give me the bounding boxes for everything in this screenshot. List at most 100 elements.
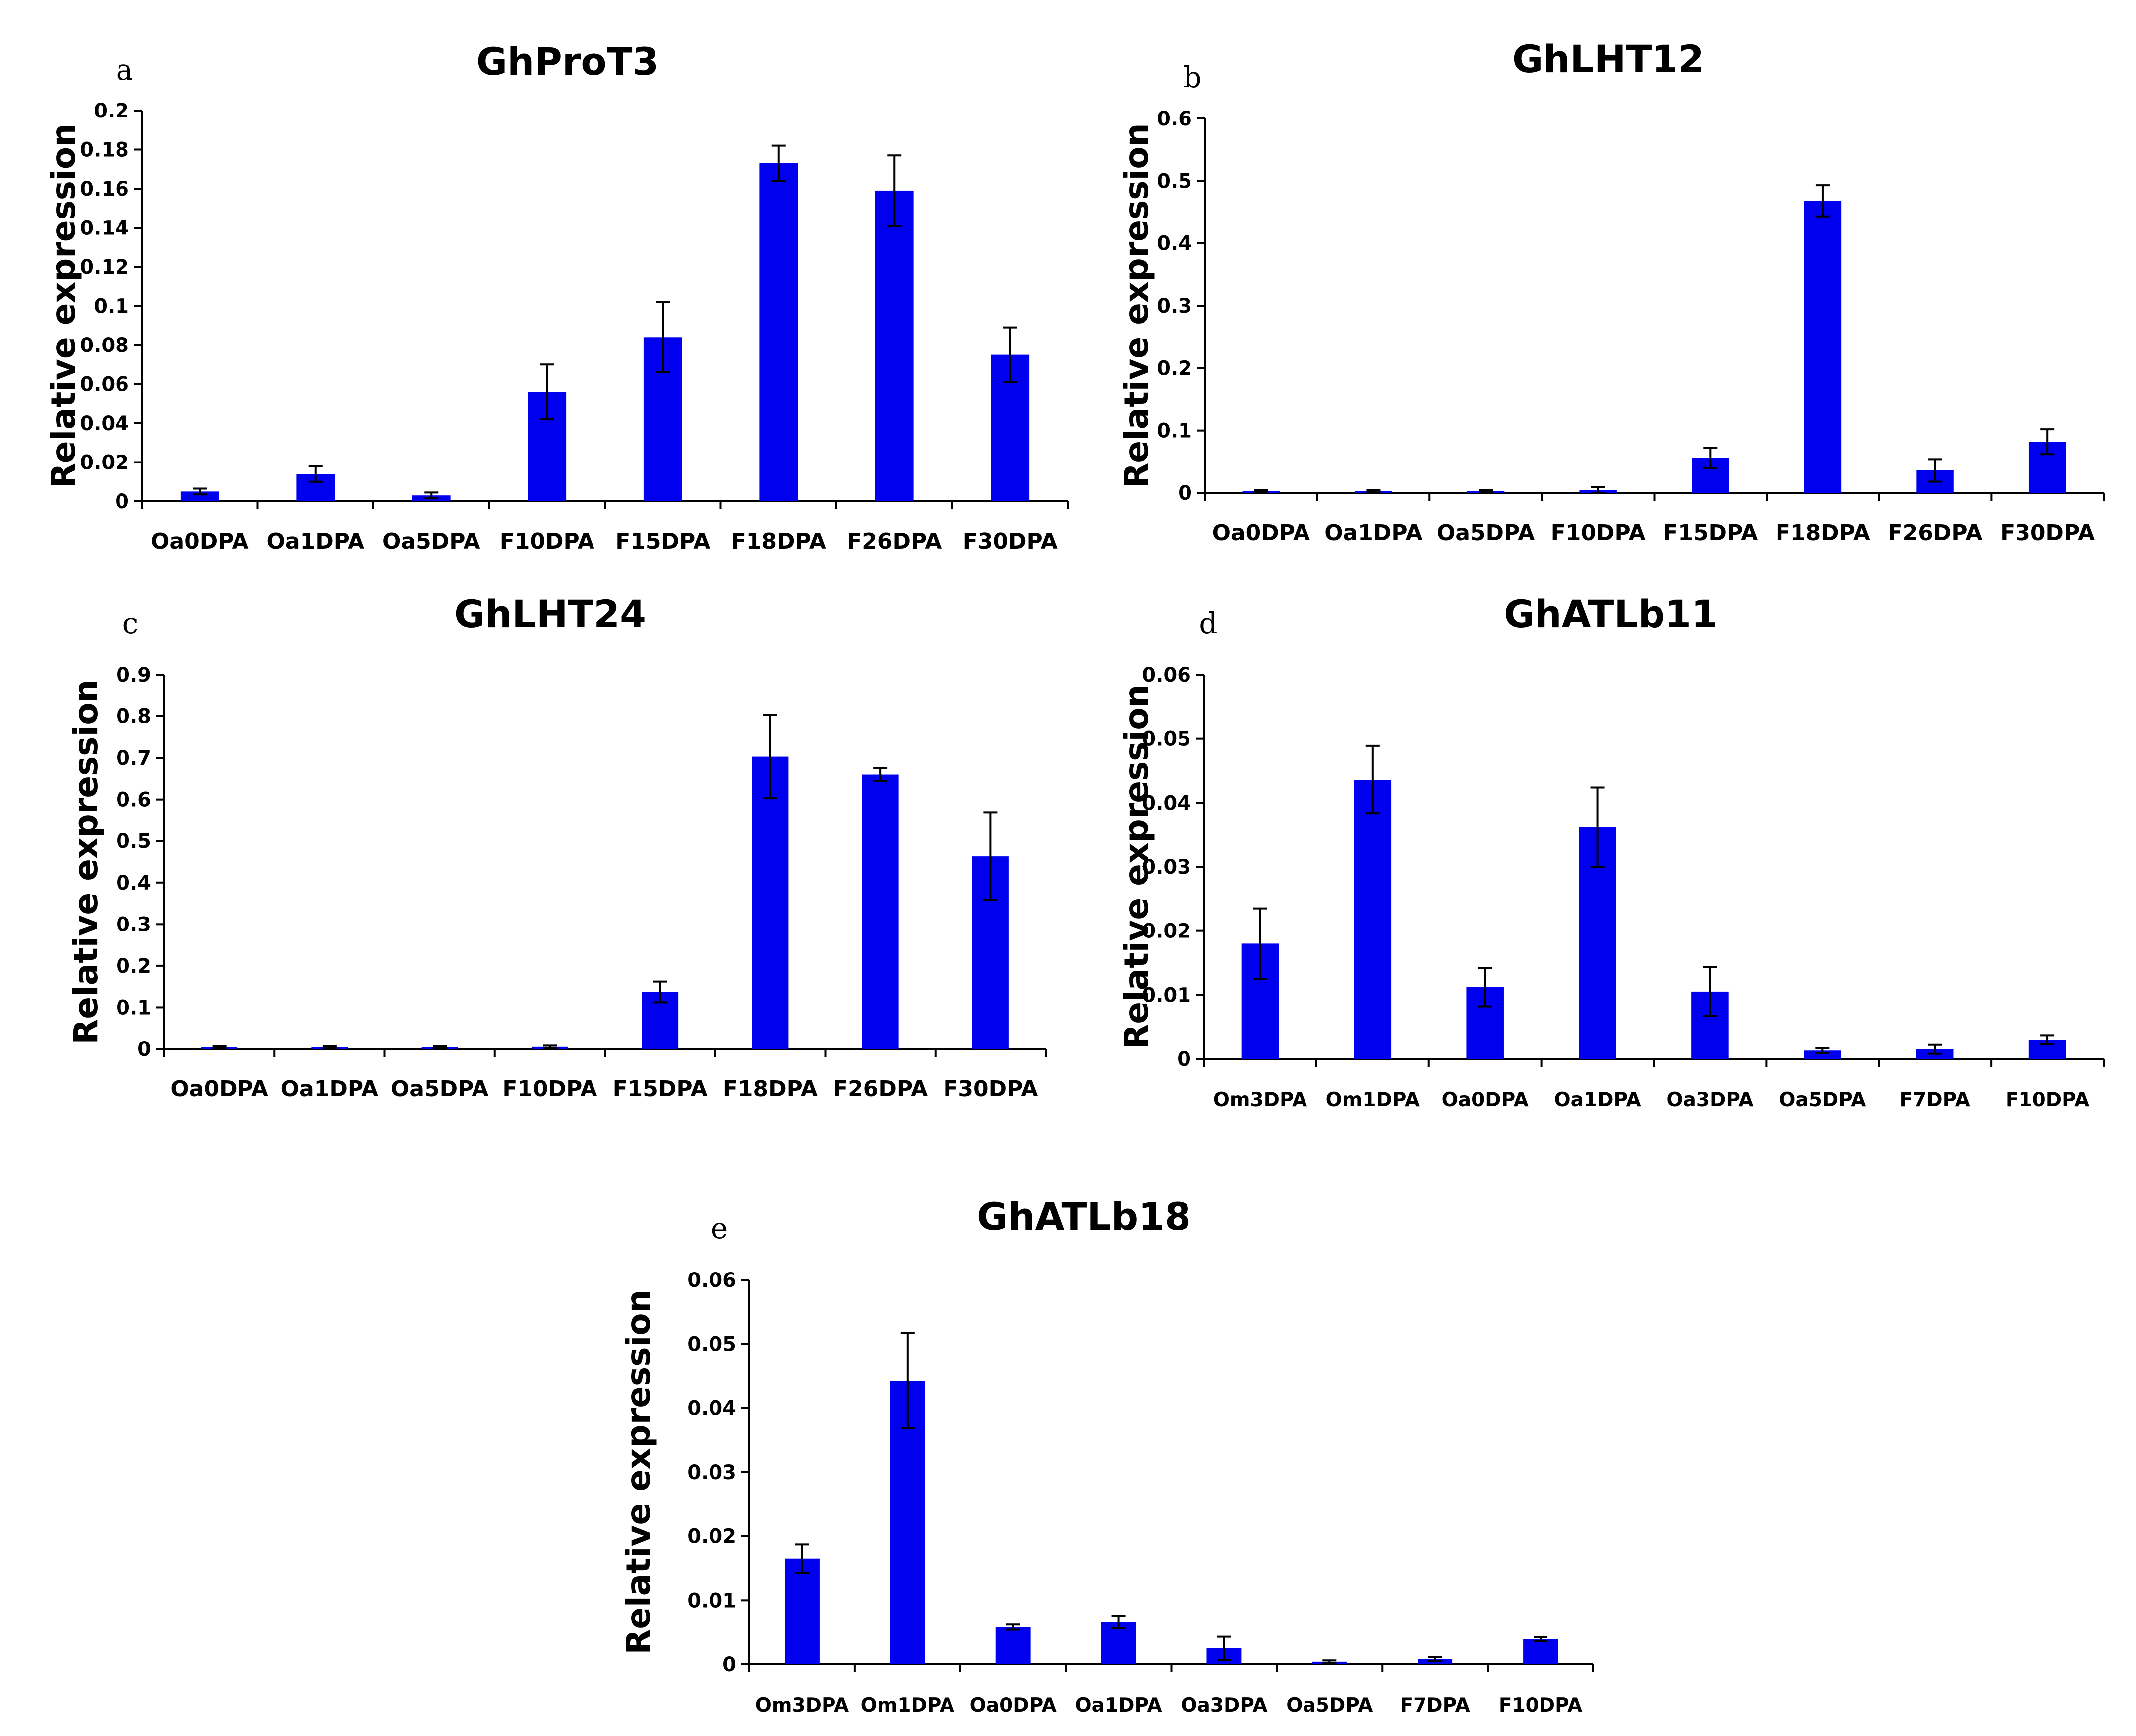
x-tick-label: Oa5DPA bbox=[391, 1076, 489, 1102]
y-tick-label: 0.16 bbox=[80, 178, 129, 201]
bar bbox=[1804, 1050, 1841, 1059]
x-tick-label: F15DPA bbox=[615, 529, 710, 554]
x-tick-label: Oa3DPA bbox=[1666, 1089, 1753, 1111]
y-tick-label: 0 bbox=[1178, 482, 1192, 505]
y-tick-label: 0.8 bbox=[116, 705, 151, 728]
x-tick-label: Om1DPA bbox=[861, 1694, 955, 1717]
bar bbox=[1354, 780, 1392, 1059]
x-tick-label: Oa0DPA bbox=[151, 529, 249, 554]
chart-title: GhLHT24 bbox=[454, 592, 646, 636]
y-tick-label: 0.02 bbox=[687, 1525, 736, 1548]
y-tick-label: 0.4 bbox=[1157, 232, 1192, 255]
x-tick-label: F10DPA bbox=[502, 1076, 597, 1102]
y-axis-label: Relative expression bbox=[67, 679, 105, 1044]
x-tick-label: Oa1DPA bbox=[1554, 1089, 1641, 1111]
y-tick-label: 0.04 bbox=[80, 412, 129, 435]
x-tick-label: Om3DPA bbox=[755, 1694, 849, 1717]
y-tick-label: 0.18 bbox=[80, 139, 129, 162]
chart-title: GhATLb18 bbox=[977, 1194, 1191, 1239]
x-tick-label: Oa0DPA bbox=[1212, 520, 1310, 546]
x-tick-label: F30DPA bbox=[963, 529, 1058, 554]
y-tick-label: 0.03 bbox=[1142, 856, 1191, 879]
y-tick-label: 0.6 bbox=[1157, 108, 1192, 130]
x-tick-label: F26DPA bbox=[833, 1076, 928, 1102]
x-tick-label: F15DPA bbox=[1663, 520, 1758, 546]
panel-label: a bbox=[116, 53, 133, 87]
chart-title: GhProT3 bbox=[476, 39, 659, 84]
y-tick-label: 0.02 bbox=[1142, 920, 1191, 943]
chart-panel-b: b GhLHT12 Relative expression 0 0.1 0.2 0.3 0.4… bbox=[1117, 37, 2105, 546]
y-tick-label: 0.06 bbox=[1142, 664, 1191, 687]
y-axis-label: Relative expression bbox=[619, 1289, 658, 1654]
x-tick-label: Oa1DPA bbox=[1324, 520, 1423, 546]
x-tick-label: F30DPA bbox=[2000, 520, 2095, 546]
x-tick-label: F18DPA bbox=[723, 1076, 818, 1102]
y-tick-label: 0.03 bbox=[687, 1461, 736, 1484]
y-tick-label: 0.01 bbox=[1142, 984, 1191, 1007]
y-tick-label: 0.1 bbox=[94, 295, 129, 318]
x-tick-label: Oa5DPA bbox=[1437, 520, 1535, 546]
y-tick-label: 0.5 bbox=[1157, 170, 1192, 193]
chart-panel-e: e GhATLb18 Relative expression 0 0.01 0.02 0.0… bbox=[619, 1194, 1594, 1717]
x-tick-label: F7DPA bbox=[1400, 1694, 1470, 1717]
y-tick-label: 0.14 bbox=[80, 217, 129, 240]
bar bbox=[784, 1558, 820, 1664]
x-tick-label: F15DPA bbox=[613, 1076, 708, 1102]
x-tick-label: F18DPA bbox=[1776, 520, 1870, 546]
y-tick-label: 0.04 bbox=[687, 1397, 736, 1420]
x-tick-label: F10DPA bbox=[500, 529, 594, 554]
y-tick-label: 0.1 bbox=[1157, 420, 1192, 443]
x-tick-label: Oa1DPA bbox=[1075, 1694, 1162, 1717]
chart-panel-a: a GhProT3 Relative expression 0 0.02 0.04 0.06… bbox=[44, 39, 1069, 554]
y-tick-label: 0.2 bbox=[94, 100, 129, 122]
y-axis-label: Relative expression bbox=[1117, 123, 1156, 488]
panel-label: e bbox=[711, 1211, 728, 1245]
bar bbox=[1523, 1639, 1558, 1664]
x-tick-label: Oa5DPA bbox=[1779, 1089, 1866, 1111]
x-tick-label: Oa1DPA bbox=[267, 529, 365, 554]
x-tick-label: F26DPA bbox=[1888, 520, 1983, 546]
y-tick-label: 0.05 bbox=[687, 1333, 736, 1356]
y-tick-label: 0.3 bbox=[1157, 295, 1192, 318]
x-tick-label: Oa5DPA bbox=[1286, 1694, 1373, 1717]
chart-title: GhLHT12 bbox=[1512, 37, 1704, 81]
x-tick-label: Oa0DPA bbox=[970, 1694, 1057, 1717]
x-tick-label: F10DPA bbox=[1551, 520, 1646, 546]
chart-panel-d: d GhATLb11 Relative expression 0 0.01 0.02 0.0… bbox=[1117, 592, 2105, 1111]
y-tick-label: 0 bbox=[722, 1653, 736, 1676]
y-tick-label: 0.5 bbox=[116, 830, 151, 853]
y-tick-label: 0.4 bbox=[116, 872, 151, 895]
y-tick-label: 0 bbox=[115, 490, 129, 513]
chart-title: GhATLb11 bbox=[1504, 592, 1718, 636]
y-tick-label: 0.2 bbox=[1157, 357, 1192, 380]
x-tick-label: F18DPA bbox=[731, 529, 826, 554]
x-tick-label: Oa3DPA bbox=[1181, 1694, 1267, 1717]
y-tick-label: 0 bbox=[137, 1038, 151, 1061]
x-tick-label: Om3DPA bbox=[1213, 1089, 1307, 1111]
x-tick-label: F26DPA bbox=[847, 529, 942, 554]
y-tick-label: 0.01 bbox=[687, 1589, 736, 1612]
bar bbox=[1804, 201, 1842, 493]
bar bbox=[180, 491, 219, 501]
y-tick-label: 0.1 bbox=[116, 996, 151, 1019]
y-tick-label: 0.06 bbox=[687, 1269, 736, 1292]
panel-label: d bbox=[1199, 606, 1217, 640]
panel-label: c bbox=[122, 606, 138, 640]
x-tick-label: F10DPA bbox=[2006, 1089, 2089, 1111]
bar bbox=[752, 756, 789, 1049]
y-tick-label: 0.2 bbox=[116, 955, 151, 978]
bar bbox=[995, 1627, 1031, 1664]
panel-label: b bbox=[1183, 60, 1201, 94]
y-tick-label: 0.04 bbox=[1142, 792, 1191, 814]
y-tick-label: 0.06 bbox=[80, 373, 129, 396]
x-tick-label: F7DPA bbox=[1900, 1089, 1970, 1111]
y-tick-label: 0.3 bbox=[116, 913, 151, 936]
x-tick-label: F30DPA bbox=[943, 1076, 1038, 1102]
y-tick-label: 0 bbox=[1177, 1048, 1191, 1071]
x-tick-label: Oa0DPA bbox=[1442, 1089, 1529, 1111]
y-tick-label: 0.6 bbox=[116, 789, 151, 811]
y-tick-label: 0.12 bbox=[80, 256, 129, 279]
y-axis-label: Relative expression bbox=[1117, 684, 1156, 1049]
y-axis-label: Relative expression bbox=[44, 123, 83, 488]
